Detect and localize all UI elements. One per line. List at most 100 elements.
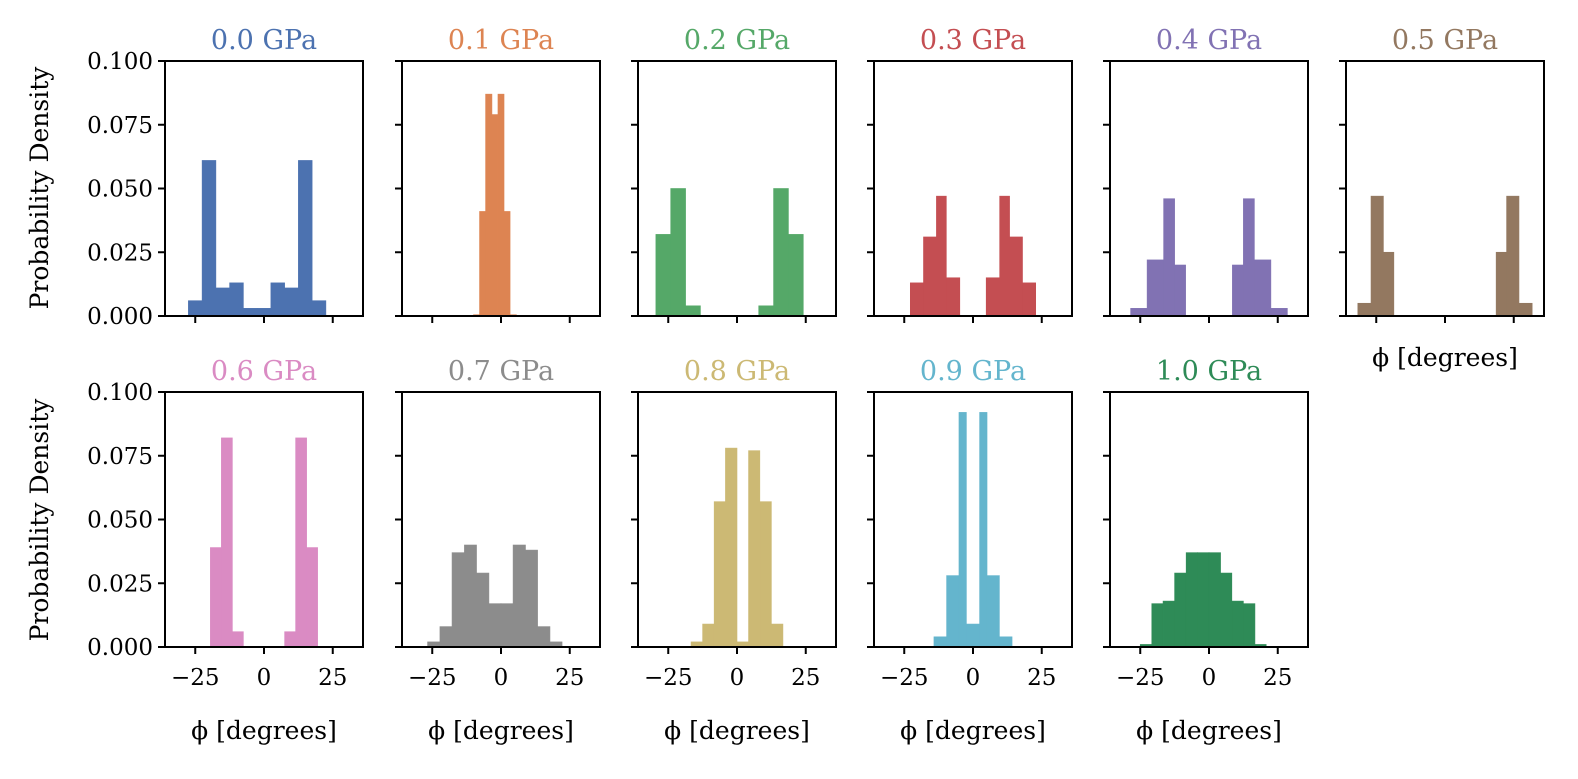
histogram-bar <box>284 287 299 317</box>
histogram-bar <box>702 623 715 648</box>
histogram-bar <box>306 547 318 648</box>
panel-title: 0.3 GPa <box>920 25 1026 56</box>
histogram-bar <box>1506 195 1520 317</box>
axes-frame <box>164 391 364 648</box>
histogram-bar <box>985 277 1000 317</box>
histogram-bar <box>979 412 988 648</box>
panel-title: 1.0 GPa <box>1156 356 1262 387</box>
y-axis-label-row-1: Probability Density <box>25 66 54 310</box>
x-tick-label: 25 <box>1027 665 1056 691</box>
x-tick-label: −25 <box>408 665 457 691</box>
histogram-bar <box>311 300 327 317</box>
y-tick-label: 0.050 <box>87 177 153 203</box>
histogram-bar <box>243 308 258 317</box>
histogram-bar <box>1022 282 1036 317</box>
histogram-bar <box>936 195 947 317</box>
histogram-bar <box>1370 195 1384 317</box>
histogram-bar <box>655 234 672 317</box>
panel-title: 0.2 GPa <box>684 25 790 56</box>
panel-6: 0.5 GPa ϕ [degrees] <box>1339 25 1545 372</box>
histogram-bar <box>946 575 960 648</box>
histogram-bar <box>1009 236 1023 317</box>
histogram-bar <box>537 626 551 648</box>
histogram-bar <box>1197 552 1210 648</box>
y-tick-label: 0.025 <box>87 240 153 266</box>
histogram-bar <box>451 552 465 648</box>
y-tick-label: 0.100 <box>87 49 153 75</box>
panel-3: 0.2 GPa <box>631 25 837 323</box>
histogram-bar <box>485 93 493 317</box>
x-tick-label: 0 <box>966 665 981 691</box>
histogram-bar <box>1383 251 1395 317</box>
panel-10: 0.9 GPa −25 0 25 ϕ [degrees] <box>867 356 1073 745</box>
y-tick-label: 0.000 <box>87 635 153 661</box>
histogram-bar <box>497 93 505 317</box>
panel-title: 0.5 GPa <box>1392 25 1498 56</box>
histogram-bar <box>1232 264 1244 317</box>
panel-11: 1.0 GPa −25 0 25 ϕ [degrees] <box>1103 356 1309 745</box>
x-tick-label: 25 <box>318 665 347 691</box>
panel-title: 0.7 GPa <box>448 356 554 387</box>
histogram-bar <box>1174 572 1187 648</box>
panel-title: 0.0 GPa <box>211 25 317 56</box>
histogram-bar <box>1146 259 1164 317</box>
histogram-bar <box>221 437 233 648</box>
histogram-bar <box>1163 198 1175 317</box>
histogram-bar <box>773 188 789 317</box>
histogram-bar <box>788 234 804 317</box>
histogram-bar <box>1174 264 1186 317</box>
histogram-bar <box>464 544 477 648</box>
axes-frame <box>164 60 364 317</box>
histogram-bar <box>525 549 538 648</box>
histogram-bar <box>1162 600 1175 648</box>
histogram-bar <box>1243 198 1255 317</box>
panel-8: 0.7 GPa −25 0 25 ϕ [degrees] <box>395 356 601 745</box>
histogram-bar <box>1130 308 1148 317</box>
histogram-bar <box>298 160 313 317</box>
histogram-panels: 0.0 GPa 0.000 0.025 0.050 0.075 0.100 0.1 GPa 0… <box>87 25 1545 745</box>
x-tick-label: 0 <box>494 665 509 691</box>
histogram-bar <box>479 211 486 317</box>
x-axis-label: ϕ [degrees] <box>900 716 1046 745</box>
y-axis-label-row-2: Probability Density <box>25 398 54 642</box>
x-axis-label: ϕ [degrees] <box>1372 343 1518 372</box>
histogram-bar <box>1357 302 1372 317</box>
y-tick-label: 0.075 <box>87 113 153 139</box>
histogram-bar <box>1495 251 1507 317</box>
histogram-bar <box>999 636 1013 648</box>
panel-2: 0.1 GPa <box>395 25 601 323</box>
histogram-bar <box>758 305 774 317</box>
x-tick-label: −25 <box>171 665 220 691</box>
histogram-bar <box>284 631 296 648</box>
histogram-bar <box>1231 600 1244 648</box>
histogram-bar <box>491 114 499 317</box>
histogram-bar <box>670 188 686 317</box>
panel-7: 0.6 GPa 0.000 0.025 0.050 0.075 0.100 −25 0 25 ϕ … <box>87 356 364 745</box>
histogram-bar <box>1254 259 1272 317</box>
y-tick-label: 0.100 <box>87 380 153 406</box>
histogram-bar <box>512 544 526 648</box>
y-tick-label: 0.050 <box>87 508 153 534</box>
x-tick-label: 25 <box>555 665 584 691</box>
histogram-bar <box>295 437 307 648</box>
histogram-bar <box>685 305 701 317</box>
histogram-bar <box>923 236 937 317</box>
histogram-bar <box>1518 302 1533 317</box>
histogram-bar <box>476 572 490 648</box>
x-tick-label: 0 <box>730 665 745 691</box>
histogram-bar <box>1185 552 1198 648</box>
panel-title: 0.6 GPa <box>211 356 317 387</box>
histogram-bar <box>270 282 285 317</box>
panel-title: 0.8 GPa <box>684 356 790 387</box>
histogram-bar <box>500 603 514 648</box>
histogram-bar <box>1208 552 1221 648</box>
histogram-bar <box>201 160 217 317</box>
histogram-bar <box>210 547 222 648</box>
histogram-bar <box>215 287 230 317</box>
x-axis-label: ϕ [degrees] <box>191 716 337 745</box>
axes-frame <box>1109 60 1309 317</box>
axes-frame <box>873 60 1073 317</box>
x-axis-label: ϕ [degrees] <box>428 716 574 745</box>
y-tick-label: 0.075 <box>87 444 153 470</box>
axes-frame <box>873 391 1073 648</box>
